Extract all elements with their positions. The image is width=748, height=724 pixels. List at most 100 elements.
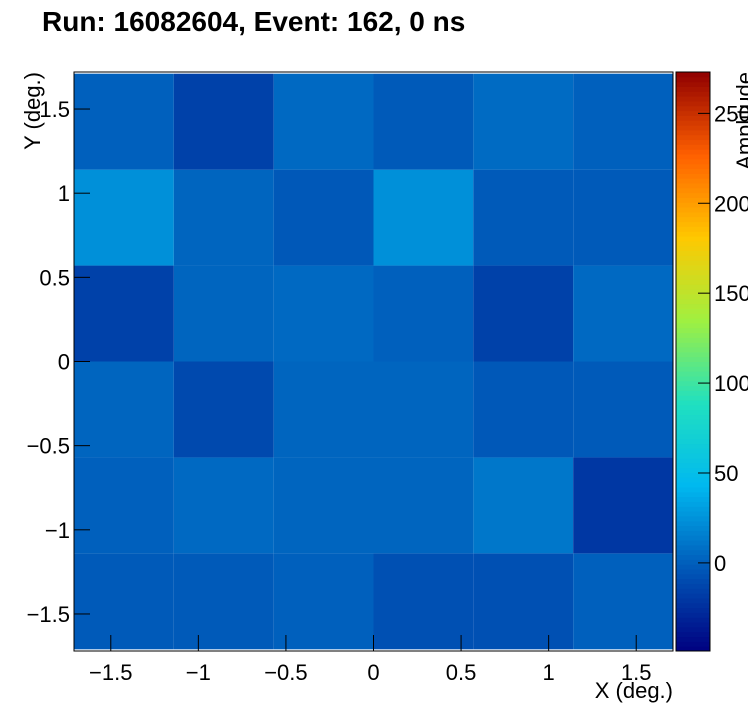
- heatmap-cell: [473, 361, 574, 458]
- heatmap-cell: [273, 169, 374, 266]
- colorbar-segment: [676, 458, 710, 464]
- colorbar-segment: [676, 274, 710, 280]
- colorbar-segment: [676, 173, 710, 179]
- heatmap-cell: [473, 73, 574, 170]
- colorbar-segment: [676, 158, 710, 165]
- heatmap-cell: [573, 73, 673, 170]
- heatmap-cell: [573, 169, 673, 266]
- y-tick-label: 1.5: [39, 97, 70, 122]
- colorbar-segment: [676, 443, 710, 449]
- colorbar-segment: [676, 351, 710, 358]
- colorbar-segment: [676, 313, 710, 319]
- colorbar-segment: [676, 631, 710, 638]
- colorbar-segment: [676, 549, 710, 555]
- colorbar-segment: [676, 520, 710, 527]
- colorbar-segment: [676, 622, 710, 628]
- colorbar-segment: [676, 255, 710, 261]
- colorbar-segment: [676, 477, 710, 483]
- colorbar-segment: [676, 221, 710, 227]
- colorbar-segment: [676, 414, 710, 420]
- colorbar-segment: [676, 530, 710, 536]
- colorbar-segment: [676, 496, 710, 502]
- heatmap-cell: [74, 553, 174, 650]
- colorbar-segment: [676, 438, 710, 445]
- colorbar-segment: [676, 289, 710, 295]
- y-tick-label: 0.5: [39, 265, 70, 290]
- colorbar-segment: [676, 424, 710, 430]
- colorbar-segment: [676, 260, 710, 266]
- heatmap-cell: [573, 265, 673, 362]
- colorbar-segment: [676, 202, 710, 208]
- y-axis-title: Y (deg.): [20, 72, 45, 150]
- heatmap-cell: [74, 169, 174, 266]
- y-tick-label: −1.5: [27, 602, 70, 627]
- x-tick-label: −0.5: [264, 660, 307, 685]
- colorbar-segment: [676, 250, 710, 256]
- heatmap-cell: [173, 457, 274, 554]
- z-tick-label: 0: [714, 551, 726, 576]
- heatmap-cell: [273, 553, 374, 650]
- colorbar-segment: [676, 554, 710, 560]
- heatmap-cell: [473, 457, 574, 554]
- colorbar-segment: [676, 511, 710, 517]
- colorbar-segment: [676, 602, 710, 609]
- colorbar-segment: [676, 356, 710, 362]
- y-tick-label: −1: [45, 518, 70, 543]
- colorbar-segment: [676, 322, 710, 329]
- heatmap-cell: [173, 169, 274, 266]
- colorbar-segment: [676, 318, 710, 324]
- colorbar-segment: [676, 419, 710, 425]
- colorbar-segment: [676, 187, 710, 194]
- colorbar-segment: [676, 366, 710, 372]
- colorbar-segment: [676, 76, 710, 83]
- z-tick-label: 250: [714, 101, 748, 126]
- colorbar-segment: [676, 646, 710, 652]
- x-axis-title: X (deg.): [595, 678, 673, 703]
- colorbar-segment: [676, 568, 710, 575]
- colorbar-segment: [676, 544, 710, 551]
- colorbar-segment: [676, 482, 710, 488]
- colorbar-segment: [676, 607, 710, 613]
- colorbar-segment: [676, 207, 710, 213]
- colorbar-segment: [676, 448, 710, 454]
- chart-title: Run: 16082604, Event: 162, 0 ns: [42, 6, 465, 37]
- colorbar-segment: [676, 332, 710, 338]
- colorbar-segment: [676, 617, 710, 623]
- colorbar-segment: [676, 182, 710, 189]
- colorbar-segment: [676, 636, 710, 642]
- colorbar-segment: [676, 583, 710, 589]
- colorbar-segment: [676, 342, 710, 348]
- colorbar-segment: [676, 559, 710, 565]
- z-axis-title: Amplitude: [732, 72, 748, 170]
- x-tick-label: −1: [186, 660, 211, 685]
- colorbar-segment: [676, 125, 710, 131]
- colorbar-segment: [676, 588, 710, 594]
- colorbar-segment: [676, 515, 710, 522]
- colorbar-segment: [676, 284, 710, 290]
- colorbar-segment: [676, 564, 710, 570]
- z-tick-label: 200: [714, 191, 748, 216]
- colorbar-segment: [676, 298, 710, 305]
- colorbar-segment: [676, 96, 710, 102]
- heatmap-cell: [173, 265, 274, 362]
- heatmap-cell: [373, 553, 474, 650]
- colorbar-segment: [676, 226, 710, 232]
- colorbar-segment: [676, 120, 710, 126]
- colorbar-segment: [676, 347, 710, 353]
- colorbar-segment: [676, 308, 710, 314]
- colorbar-segment: [676, 404, 710, 411]
- y-tick-label: 1: [58, 181, 70, 206]
- colorbar-segment: [676, 168, 710, 174]
- colorbar-segment: [676, 337, 710, 343]
- colorbar-segment: [676, 192, 710, 198]
- heatmap-cell: [74, 361, 174, 458]
- heatmap-cell: [373, 265, 474, 362]
- colorbar-segment: [676, 265, 710, 271]
- heatmap-cell: [173, 361, 274, 458]
- colorbar-segment: [676, 115, 710, 121]
- colorbar-segment: [676, 385, 710, 391]
- colorbar-segment: [676, 216, 710, 223]
- colorbar-segment: [676, 91, 710, 97]
- colorbar-segment: [676, 154, 710, 160]
